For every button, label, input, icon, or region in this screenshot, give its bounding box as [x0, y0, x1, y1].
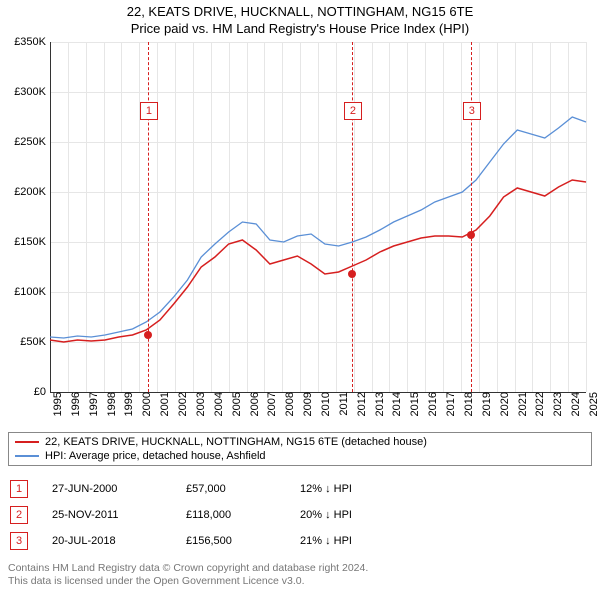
x-axis-label: 2012 — [354, 392, 368, 416]
sale-marker-dot — [467, 231, 475, 239]
legend-swatch — [15, 455, 39, 457]
legend-swatch — [15, 441, 39, 443]
x-axis-label: 2013 — [372, 392, 386, 416]
x-axis-label: 1997 — [86, 392, 100, 416]
y-axis-label: £250K — [14, 136, 50, 148]
legend-label: 22, KEATS DRIVE, HUCKNALL, NOTTINGHAM, N… — [45, 436, 427, 448]
legend: 22, KEATS DRIVE, HUCKNALL, NOTTINGHAM, N… — [8, 432, 592, 466]
x-axis-label: 2018 — [461, 392, 475, 416]
x-axis-label: 2007 — [264, 392, 278, 416]
x-axis-label: 2019 — [479, 392, 493, 416]
x-axis-label: 2001 — [157, 392, 171, 416]
footer-line-2: This data is licensed under the Open Gov… — [8, 575, 592, 589]
sales-row: 1 27-JUN-2000 £57,000 12% ↓ HPI — [8, 476, 592, 502]
x-axis-label: 2017 — [443, 392, 457, 416]
x-axis-label: 2014 — [389, 392, 403, 416]
x-axis-label: 1999 — [121, 392, 135, 416]
x-axis-label: 2011 — [336, 392, 350, 416]
footer: Contains HM Land Registry data © Crown c… — [8, 562, 592, 589]
x-axis-label: 2000 — [139, 392, 153, 416]
x-axis-label: 2020 — [497, 392, 511, 416]
sales-row-price: £156,500 — [186, 535, 276, 547]
sale-marker-dot — [144, 331, 152, 339]
sale-marker-line — [471, 42, 472, 392]
x-axis-label: 2005 — [229, 392, 243, 416]
x-axis-label: 2025 — [586, 392, 600, 416]
sales-row-delta: 12% ↓ HPI — [300, 483, 352, 495]
y-axis-label: £150K — [14, 236, 50, 248]
series-price_paid — [50, 180, 586, 342]
sales-row-date: 20-JUL-2018 — [52, 535, 162, 547]
x-axis-label: 2023 — [550, 392, 564, 416]
y-axis-label: £0 — [34, 386, 50, 398]
sale-marker-box: 3 — [463, 102, 481, 120]
y-axis-label: £50K — [20, 336, 50, 348]
x-axis-label: 2009 — [300, 392, 314, 416]
x-axis-label: 2004 — [211, 392, 225, 416]
grid-line-v — [586, 42, 587, 392]
x-axis-label: 2015 — [407, 392, 421, 416]
title-line-1: 22, KEATS DRIVE, HUCKNALL, NOTTINGHAM, N… — [8, 4, 592, 21]
sale-marker-dot — [348, 270, 356, 278]
x-axis-label: 2010 — [318, 392, 332, 416]
chart-title: 22, KEATS DRIVE, HUCKNALL, NOTTINGHAM, N… — [8, 4, 592, 38]
sales-row-price: £118,000 — [186, 509, 276, 521]
legend-row: HPI: Average price, detached house, Ashf… — [15, 449, 585, 463]
sale-marker-line — [352, 42, 353, 392]
sales-row-delta: 21% ↓ HPI — [300, 535, 352, 547]
sales-row: 2 25-NOV-2011 £118,000 20% ↓ HPI — [8, 502, 592, 528]
series-hpi — [50, 117, 586, 338]
plot-area: £0£50K£100K£150K£200K£250K£300K£350K1995… — [50, 42, 586, 392]
x-axis-label: 2021 — [515, 392, 529, 416]
sale-marker-box: 1 — [140, 102, 158, 120]
sales-row-index: 3 — [10, 532, 28, 550]
sales-row-index: 2 — [10, 506, 28, 524]
sales-row-price: £57,000 — [186, 483, 276, 495]
x-axis-label: 2024 — [568, 392, 582, 416]
x-axis-label: 1995 — [50, 392, 64, 416]
x-axis-label: 2016 — [425, 392, 439, 416]
sales-row-date: 25-NOV-2011 — [52, 509, 162, 521]
sales-table: 1 27-JUN-2000 £57,000 12% ↓ HPI 2 25-NOV-2011… — [8, 476, 592, 554]
x-axis-label: 2003 — [193, 392, 207, 416]
legend-label: HPI: Average price, detached house, Ashf… — [45, 450, 266, 462]
y-axis-label: £300K — [14, 86, 50, 98]
y-axis-label: £200K — [14, 186, 50, 198]
x-axis-label: 2006 — [247, 392, 261, 416]
legend-row: 22, KEATS DRIVE, HUCKNALL, NOTTINGHAM, N… — [15, 435, 585, 449]
series-svg — [50, 42, 586, 392]
sales-row-date: 27-JUN-2000 — [52, 483, 162, 495]
y-axis-label: £100K — [14, 286, 50, 298]
sales-row-delta: 20% ↓ HPI — [300, 509, 352, 521]
x-axis-label: 2002 — [175, 392, 189, 416]
sale-marker-line — [148, 42, 149, 392]
footer-line-1: Contains HM Land Registry data © Crown c… — [8, 562, 592, 576]
title-line-2: Price paid vs. HM Land Registry's House … — [8, 21, 592, 38]
sale-marker-box: 2 — [344, 102, 362, 120]
y-axis-label: £350K — [14, 36, 50, 48]
x-axis-label: 1996 — [68, 392, 82, 416]
x-axis-label: 1998 — [104, 392, 118, 416]
x-axis-label: 2022 — [532, 392, 546, 416]
x-axis-label: 2008 — [282, 392, 296, 416]
sales-row-index: 1 — [10, 480, 28, 498]
chart-container: 22, KEATS DRIVE, HUCKNALL, NOTTINGHAM, N… — [0, 0, 600, 597]
sales-row: 3 20-JUL-2018 £156,500 21% ↓ HPI — [8, 528, 592, 554]
